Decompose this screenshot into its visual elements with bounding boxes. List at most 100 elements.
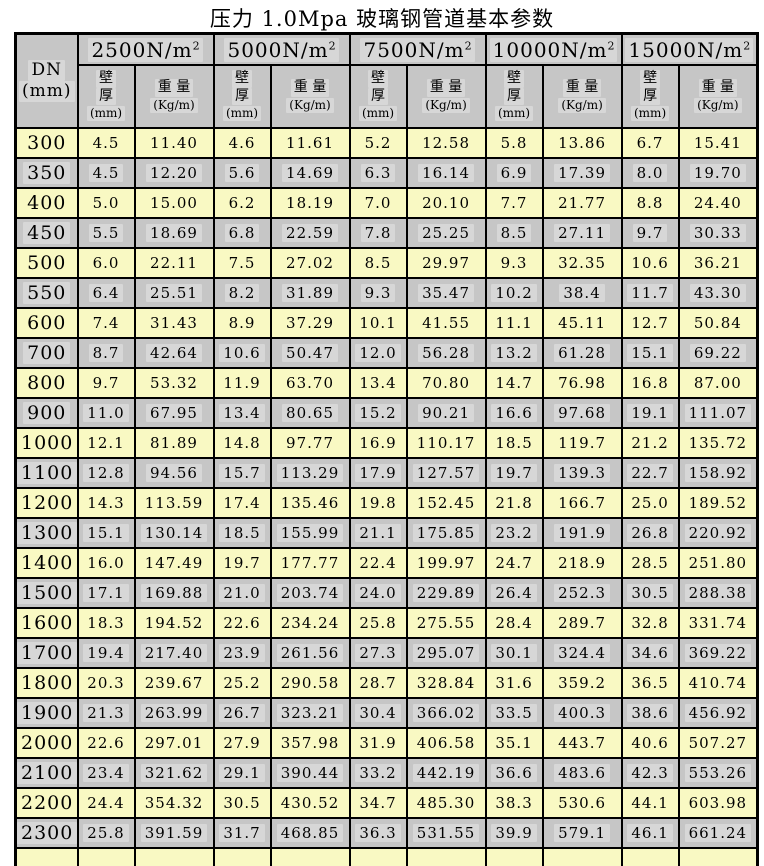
cell-value: 50.47 — [282, 344, 338, 362]
wall-thickness-cell: 21.0 — [212, 577, 272, 609]
wall-thickness-cell: 17.4 — [212, 487, 272, 519]
wall-thickness-cell: 6.0 — [76, 247, 136, 279]
dn-header-unit: (mm) — [21, 81, 72, 101]
cell-value: 30.5 — [223, 794, 261, 812]
cell-value: 12.1 — [87, 434, 125, 452]
cell-value: 40.6 — [631, 734, 669, 752]
partial-row — [14, 847, 759, 866]
wall-thickness-cell: 10.6 — [212, 337, 272, 369]
cell-value: 166.7 — [558, 494, 607, 512]
weight-label: 重 量 — [565, 79, 599, 95]
cell-value: 90.21 — [418, 404, 475, 422]
wall-thickness-cell: 24.0 — [348, 577, 408, 609]
cell-value: 9.3 — [500, 254, 528, 272]
table-body: 300 4.5 11.40 4.6 11.61 5.2 12.58 5.8 13.86 6.7 15… — [14, 127, 759, 866]
wall-header-box: 壁 — [640, 70, 661, 88]
dn-header-label: DN — [31, 59, 62, 80]
wall-thickness-cell: 22.7 — [620, 457, 680, 489]
cell-value: 11.1 — [495, 314, 533, 332]
wall-thickness-cell: 14.3 — [76, 487, 136, 519]
wall-char: 厚 — [643, 87, 658, 104]
cell-value: 323.21 — [276, 704, 344, 722]
cell-value: 50.84 — [693, 314, 742, 332]
wall-thickness-cell: 30.1 — [484, 637, 544, 669]
wall-char: 壁 — [371, 70, 386, 87]
cell-value: 8.5 — [364, 254, 392, 272]
cell-value: 22.6 — [87, 734, 125, 752]
load-group-exponent: 2 — [192, 38, 200, 52]
load-group-label: 15000N/m — [628, 37, 744, 62]
cell-value: 553.26 — [684, 764, 752, 782]
cell-value: 12.0 — [355, 344, 401, 362]
weight-header-box: 重 量 — [154, 79, 194, 97]
weight-cell: 135.46 — [269, 487, 351, 519]
cell-value: 199.97 — [416, 554, 476, 572]
wall-thickness-cell: 7.7 — [484, 187, 544, 219]
table-row: 300 4.5 11.40 4.6 11.61 5.2 12.58 5.8 13.86 6.7 15… — [14, 127, 759, 159]
wall-thickness-cell: 23.4 — [76, 757, 136, 789]
cell-value: 27.3 — [355, 644, 401, 662]
wall-unit: (mm) — [225, 106, 259, 121]
wall-thickness-cell: 19.8 — [348, 487, 408, 519]
weight-cell: 295.07 — [405, 637, 487, 669]
wall-thickness-cell: 31.6 — [484, 667, 544, 699]
wall-thickness-cell: 18.5 — [484, 427, 544, 459]
cell-value: 175.85 — [412, 524, 480, 542]
cell-value: 23.2 — [491, 524, 537, 542]
wall-thickness-cell: 11.7 — [620, 277, 680, 309]
dn-cell: 1200 — [14, 487, 79, 519]
wall-thickness-cell: 24.4 — [76, 787, 136, 819]
cell-value: 63.70 — [286, 374, 334, 392]
weight-cell: 20.10 — [405, 187, 487, 219]
wall-thickness-cell: 7.4 — [76, 307, 136, 339]
weight-cell: 130.14 — [133, 517, 215, 549]
wall-thickness-cell: 11.9 — [212, 367, 272, 399]
cell-value: 38.4 — [559, 284, 605, 302]
cell-value: 81.89 — [150, 434, 198, 452]
cell-value: 22.6 — [223, 614, 261, 632]
cell-value: 14.8 — [223, 434, 261, 452]
cell-value: 22.4 — [359, 554, 397, 572]
wall-thickness-cell: 28.4 — [484, 607, 544, 639]
cell-value: 369.22 — [684, 644, 752, 662]
cell-value: 531.55 — [412, 824, 480, 842]
cell-value: 4.5 — [92, 134, 120, 152]
cell-value: 354.32 — [144, 794, 204, 812]
wall-thickness-cell: 25.8 — [348, 607, 408, 639]
wall-thickness-cell: 31.9 — [348, 727, 408, 759]
wall-thickness-cell: 10.2 — [484, 277, 544, 309]
cell-value: 22.11 — [150, 254, 198, 272]
cell-value: 295.07 — [412, 644, 480, 662]
cell-value: 6.8 — [224, 224, 260, 242]
wall-thickness-cell: 23.2 — [484, 517, 544, 549]
wall-header-box: 厚 — [232, 87, 253, 106]
weight-cell: 485.30 — [405, 787, 487, 819]
cell-value: 24.0 — [355, 584, 401, 602]
cell-value: 297.01 — [144, 734, 204, 752]
load-group-header: 5000N/m2 — [212, 32, 351, 66]
table-row: 1400 16.0 147.49 19.7 177.77 22.4 199.97 24.7 21… — [14, 547, 759, 579]
cell-value: 239.67 — [144, 674, 204, 692]
weight-cell: 12.20 — [133, 157, 215, 189]
dn-cell: 2200 — [14, 787, 79, 819]
dn-value: 550 — [23, 282, 71, 304]
cell-value: 13.2 — [491, 344, 537, 362]
weight-header: 重 量 (Kg/m) — [677, 64, 759, 129]
cell-value: 127.57 — [412, 464, 480, 482]
cell-value: 19.1 — [627, 404, 673, 422]
weight-cell: 234.24 — [269, 607, 351, 639]
table-row: 600 7.4 31.43 8.9 37.29 10.1 41.55 11.1 45.11 12.… — [14, 307, 759, 339]
table-row: 450 5.5 18.69 6.8 22.59 7.8 25.25 8.5 27.11 9.7 30… — [14, 217, 759, 249]
cell-value: 14.69 — [282, 164, 338, 182]
weight-cell: 579.1 — [541, 817, 623, 849]
dn-cell: 2300 — [14, 817, 79, 849]
cell-value: 390.44 — [276, 764, 344, 782]
cell-value: 97.68 — [554, 404, 611, 422]
dn-value: 2300 — [17, 822, 76, 844]
cell-value: 25.8 — [359, 614, 397, 632]
dn-cell: 500 — [14, 247, 79, 279]
weight-cell: 199.97 — [405, 547, 487, 579]
weight-cell: 27.02 — [269, 247, 351, 279]
wall-thickness-cell: 6.4 — [76, 277, 136, 309]
cell-value: 15.2 — [355, 404, 401, 422]
